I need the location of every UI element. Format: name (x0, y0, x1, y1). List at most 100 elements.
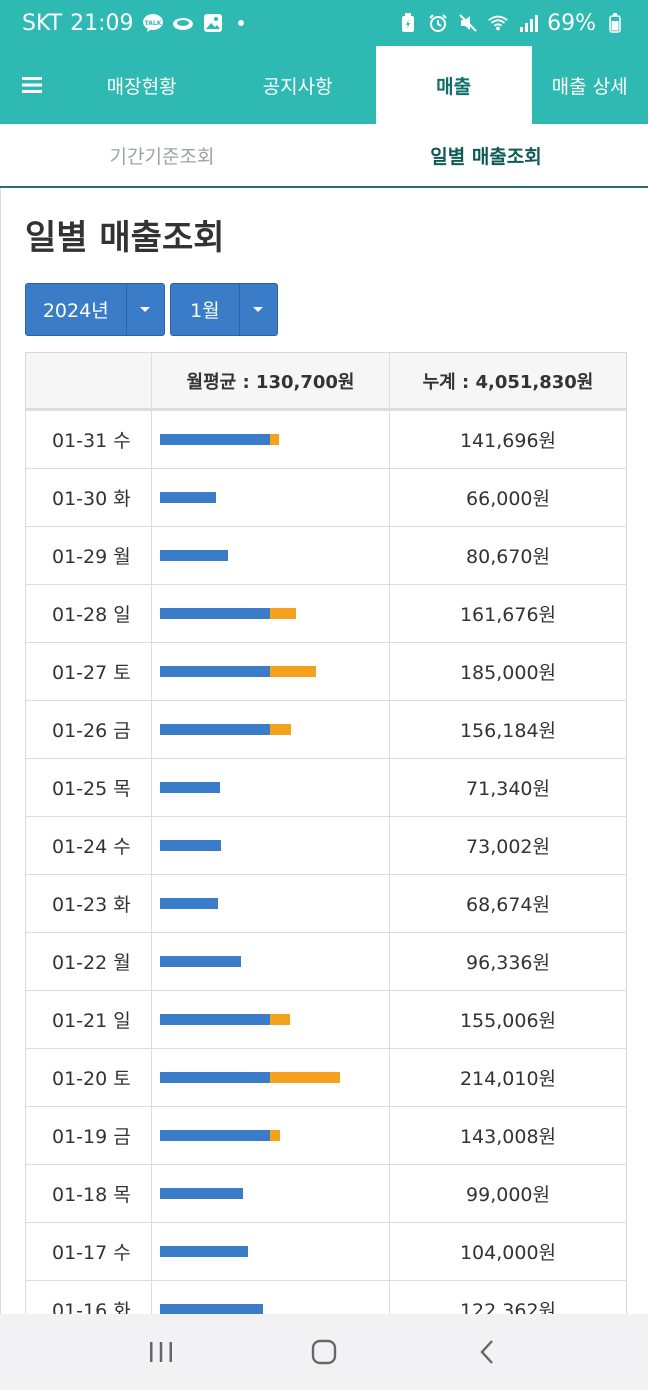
alarm-icon (427, 12, 449, 34)
caret-down-icon (140, 306, 151, 312)
row-date: 01-27 토 (26, 643, 152, 700)
row-amount: 71,340원 (466, 778, 550, 800)
sales-bar-base (160, 1188, 244, 1199)
month-select-toggle[interactable] (238, 284, 277, 335)
header-date (26, 353, 152, 408)
sales-bar (160, 898, 380, 909)
row-bar-cell (152, 701, 390, 758)
page-title: 일별 매출조회 (25, 218, 225, 258)
row-amount: 155,006원 (459, 1010, 557, 1032)
hamburger-icon (21, 77, 42, 93)
sales-bar-over-average (270, 666, 316, 677)
row-amount: 122,362원 (459, 1300, 557, 1314)
row-bar-cell (152, 1281, 390, 1314)
home-icon (311, 1339, 337, 1365)
main-content: 일별 매출조회 2024년 1월 월평균 : 130,700원 누계 : 4,0… (0, 188, 648, 1314)
table-row: 01-24 수 73,002원 (26, 817, 626, 875)
table-body: 01-31 수 141,696원 01-30 화 66,000원 01-29 월 80,6… (26, 411, 626, 1314)
table-row: 01-30 화 66,000원 (26, 469, 626, 527)
table-row: 01-21 일 155,006원 (26, 991, 626, 1049)
subtab-daily-sales[interactable]: 일별 매출조회 (430, 145, 542, 168)
table-row: 01-19 금 143,008원 (26, 1107, 626, 1165)
sales-bar-base (160, 840, 222, 851)
menu-button[interactable] (0, 46, 64, 124)
row-amount: 66,000원 (466, 488, 550, 510)
row-date: 01-24 수 (26, 817, 152, 874)
row-date: 01-18 목 (26, 1165, 152, 1222)
caret-down-icon (253, 306, 264, 312)
sales-bar-base (160, 492, 216, 503)
sales-bar-base (160, 956, 242, 967)
row-bar-cell (152, 527, 390, 584)
sales-bar-over-average (270, 608, 297, 619)
row-amount: 141,696원 (459, 430, 557, 452)
row-amount: 73,002원 (466, 836, 550, 858)
row-date: 01-31 수 (26, 411, 152, 468)
sales-bar (160, 434, 380, 445)
tab-notice[interactable]: 공지사항 (262, 75, 333, 98)
table-row: 01-28 일 161,676원 (26, 585, 626, 643)
sales-bar (160, 608, 380, 619)
talk-icon: TALK (142, 12, 164, 34)
row-amount: 96,336원 (466, 952, 550, 974)
row-date: 01-30 화 (26, 469, 152, 526)
subtab-period-query[interactable]: 기간기준조회 (109, 145, 215, 168)
back-button[interactable] (457, 1322, 517, 1382)
tab-sales-detail[interactable]: 매출 상세 (551, 75, 628, 98)
table-row: 01-17 수 104,000원 (26, 1223, 626, 1281)
year-select[interactable]: 2024년 (25, 283, 165, 336)
battery-percent: 69% (547, 10, 596, 36)
sales-bar-base (160, 550, 228, 561)
row-date: 01-16 화 (26, 1281, 152, 1314)
top-nav: 매장현황 공지사항 매출 매출 상세 (0, 46, 648, 124)
daily-sales-table: 월평균 : 130,700원 누계 : 4,051,830원 01-31 수 14… (25, 352, 627, 1314)
svg-text:TALK: TALK (144, 20, 161, 27)
row-date: 01-26 금 (26, 701, 152, 758)
row-date: 01-25 목 (26, 759, 152, 816)
row-date: 01-20 토 (26, 1049, 152, 1106)
home-button[interactable] (294, 1322, 354, 1382)
row-amount: 156,184원 (459, 720, 557, 742)
row-amount: 80,670원 (466, 546, 550, 568)
sales-bar-over-average (270, 1072, 341, 1083)
row-amount: 214,010원 (459, 1068, 557, 1090)
sales-bar (160, 1014, 380, 1025)
sales-bar (160, 666, 380, 677)
sales-bar (160, 840, 380, 851)
sales-bar-over-average (270, 724, 292, 735)
sales-bar (160, 1246, 380, 1257)
row-amount: 104,000원 (459, 1242, 557, 1264)
sales-bar-base (160, 666, 270, 677)
sales-bar-base (160, 724, 270, 735)
table-row: 01-31 수 141,696원 (26, 411, 626, 469)
table-row: 01-25 목 71,340원 (26, 759, 626, 817)
sales-bar-base (160, 898, 218, 909)
clock: 21:09 (70, 10, 134, 36)
sales-bar (160, 1304, 380, 1314)
row-amount: 161,676원 (459, 604, 557, 626)
sales-bar-over-average (270, 1014, 291, 1025)
signal-icon (517, 12, 539, 34)
row-bar-cell (152, 875, 390, 932)
tab-store-status[interactable]: 매장현황 (106, 75, 177, 98)
row-date: 01-29 월 (26, 527, 152, 584)
year-select-toggle[interactable] (125, 284, 164, 335)
header-monthly-average: 월평균 : 130,700원 (152, 353, 390, 408)
row-date: 01-23 화 (26, 875, 152, 932)
battery-saver-icon (397, 12, 419, 34)
sales-bar-base (160, 1304, 263, 1314)
month-select[interactable]: 1월 (170, 283, 278, 336)
sales-bar (160, 1072, 380, 1083)
tab-sales[interactable]: 매출 (375, 46, 532, 124)
row-date: 01-21 일 (26, 991, 152, 1048)
back-icon (480, 1340, 493, 1364)
recent-apps-button[interactable] (131, 1322, 191, 1382)
sales-bar (160, 1188, 380, 1199)
table-row: 01-23 화 68,674원 (26, 875, 626, 933)
year-select-value: 2024년 (42, 300, 109, 322)
row-amount: 68,674원 (466, 894, 550, 916)
row-bar-cell (152, 991, 390, 1048)
row-bar-cell (152, 933, 390, 990)
sales-bar-over-average (270, 434, 280, 445)
sales-bar-base (160, 1072, 270, 1083)
